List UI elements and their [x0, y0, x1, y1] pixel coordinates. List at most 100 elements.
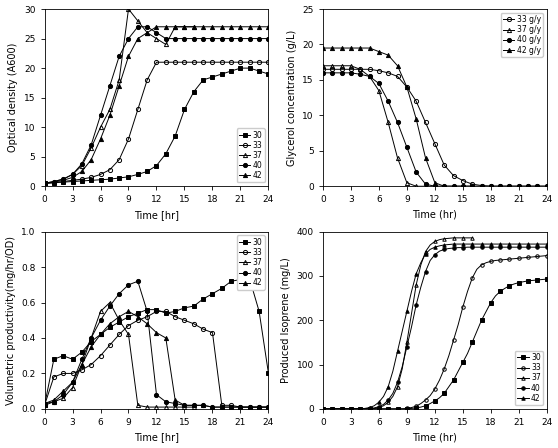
40: [247, 405, 253, 410]
40 g/y: [338, 70, 345, 76]
40: [237, 36, 244, 41]
37: [394, 384, 401, 389]
33: [502, 257, 508, 262]
33: [417, 401, 424, 406]
33: [450, 337, 457, 343]
33: [431, 386, 438, 392]
40 g/y: [459, 184, 466, 189]
42: [88, 157, 94, 162]
37: [417, 262, 424, 267]
30: [334, 406, 340, 412]
30: [116, 319, 123, 325]
30: [417, 405, 424, 410]
42: [200, 403, 206, 408]
40: [162, 36, 169, 41]
Line: 30: 30: [321, 277, 549, 411]
42: [209, 405, 216, 410]
30: [534, 277, 541, 283]
42: [97, 332, 104, 337]
42: [366, 405, 373, 410]
30: [41, 403, 48, 408]
40: [455, 245, 461, 250]
33: [125, 323, 132, 328]
33: [394, 406, 401, 412]
X-axis label: Time [hr]: Time [hr]: [134, 432, 179, 443]
42 g/y: [450, 184, 457, 189]
40: [478, 245, 485, 250]
30: [69, 179, 76, 184]
37 g/y: [338, 63, 345, 69]
33 g/y: [450, 173, 457, 178]
33: [88, 362, 94, 367]
40: [190, 403, 197, 408]
Y-axis label: Optical density (A600): Optical density (A600): [8, 43, 18, 152]
42: [445, 242, 452, 247]
40 g/y: [469, 184, 475, 189]
33: [144, 314, 151, 319]
33 g/y: [525, 184, 532, 189]
42: [417, 260, 424, 265]
37: [450, 235, 457, 241]
30: [97, 177, 104, 182]
40: [228, 405, 234, 410]
42: [125, 309, 132, 314]
33: [483, 260, 489, 265]
40: [525, 245, 532, 250]
30: [219, 286, 225, 291]
42 g/y: [413, 116, 420, 121]
33: [60, 179, 66, 184]
30: [237, 65, 244, 71]
40: [144, 24, 151, 30]
40: [408, 324, 415, 330]
33: [474, 267, 480, 272]
37: [116, 318, 123, 323]
42: [352, 406, 359, 412]
40: [116, 54, 123, 59]
40: [506, 245, 513, 250]
42: [483, 241, 489, 247]
40: [79, 161, 85, 167]
40: [200, 36, 206, 41]
42: [320, 406, 326, 412]
37: [172, 405, 179, 410]
40: [502, 245, 508, 250]
30: [459, 360, 466, 365]
40: [352, 406, 359, 412]
30: [530, 278, 536, 283]
37 g/y: [320, 63, 326, 69]
33: [389, 406, 396, 412]
30: [516, 280, 522, 285]
33: [520, 255, 527, 260]
37: [422, 249, 429, 254]
42: [88, 344, 94, 349]
42 g/y: [357, 45, 364, 51]
33: [50, 180, 57, 185]
40: [200, 403, 206, 408]
33 g/y: [534, 184, 541, 189]
Line: 40: 40: [42, 25, 271, 185]
X-axis label: Time [hr]: Time [hr]: [134, 210, 179, 220]
33: [228, 60, 234, 65]
37 g/y: [441, 184, 448, 189]
40: [181, 403, 188, 408]
42: [478, 241, 485, 247]
33: [256, 60, 262, 65]
40 g/y: [357, 72, 364, 77]
30: [469, 340, 475, 345]
40 g/y: [506, 184, 513, 189]
30: [60, 180, 66, 185]
37: [455, 235, 461, 241]
42: [79, 362, 85, 367]
37: [380, 403, 387, 409]
42: [265, 24, 272, 30]
33 g/y: [338, 67, 345, 72]
33: [107, 167, 113, 172]
40: [385, 397, 392, 403]
33: [247, 60, 253, 65]
40: [459, 245, 466, 250]
33: [50, 374, 57, 379]
33: [348, 406, 354, 412]
37: [403, 340, 410, 345]
33 g/y: [543, 184, 550, 189]
40 g/y: [534, 184, 541, 189]
